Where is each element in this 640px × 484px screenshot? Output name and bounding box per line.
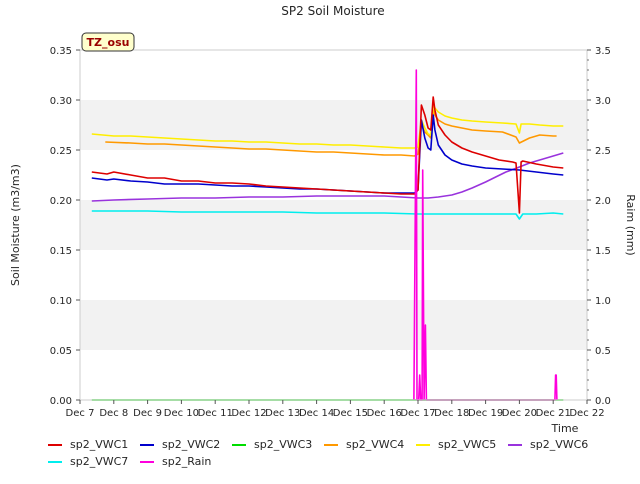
- grid-band: [80, 300, 587, 350]
- legend-row: sp2_VWC1 sp2_VWC2 sp2_VWC3 sp2_VWC4 sp2_VWC5…: [48, 436, 628, 453]
- legend-label: sp2_VWC2: [162, 438, 221, 451]
- legend-label: sp2_Rain: [162, 455, 212, 468]
- x-tick-label: Dec 13: [265, 408, 300, 419]
- series-line-sp2-vwc2: [91, 114, 564, 194]
- series-line-sp2-vwc7: [91, 210, 564, 220]
- y-tick-label: 0.20: [50, 196, 72, 207]
- y-tick-label: 0.30: [50, 96, 72, 107]
- grid-band: [80, 100, 587, 150]
- series-line-sp2-vwc1: [91, 96, 564, 214]
- x-tick-label: Dec 15: [333, 408, 368, 419]
- legend-label: sp2_VWC5: [438, 438, 497, 451]
- series-line-sp2-vwc6: [91, 152, 564, 202]
- x-tick-label: Dec 16: [367, 408, 402, 419]
- legend-swatch: [48, 460, 62, 463]
- y2-tick-label: 1.0: [595, 296, 611, 307]
- x-tick-label: Dec 14: [299, 408, 334, 419]
- y-tick-label: 0.00: [50, 396, 72, 407]
- y2-axis-label: Raim (mm): [624, 194, 637, 255]
- series-line-sp2-vwc5: [91, 104, 564, 149]
- legend-swatch: [140, 443, 154, 446]
- legend-row: sp2_VWC7 sp2_Rain: [48, 453, 628, 470]
- site-badge-label: TZ_osu: [87, 36, 130, 49]
- legend-swatch: [324, 443, 338, 446]
- x-tick-label: Dec 9: [133, 408, 162, 419]
- x-tick-label: Dec 22: [569, 408, 604, 419]
- legend: sp2_VWC1 sp2_VWC2 sp2_VWC3 sp2_VWC4 sp2_VWC5…: [48, 436, 628, 470]
- legend-item: sp2_VWC5: [416, 438, 508, 451]
- y2-axis-ticks: 0.0 0.5 1.0 1.5 2.0 2.5 3.0 3.5: [587, 46, 611, 407]
- y2-tick-label: 3.0: [595, 96, 611, 107]
- x-tick-label: Dec 19: [468, 408, 503, 419]
- chart-title: SP2 Soil Moisture: [281, 4, 384, 18]
- legend-item: sp2_VWC7: [48, 455, 140, 468]
- y2-tick-label: 2.5: [595, 146, 611, 157]
- y2-tick-label: 0.5: [595, 346, 611, 357]
- y-axis-label: Soil Moisture (m3/m3): [9, 164, 22, 286]
- grid-band: [80, 200, 587, 250]
- x-tick-label: Dec 7: [66, 408, 95, 419]
- legend-label: sp2_VWC3: [254, 438, 313, 451]
- y-tick-label: 0.35: [50, 46, 72, 57]
- series-line-sp2-vwc4: [105, 109, 557, 157]
- plot-frame: [79, 49, 588, 401]
- y2-tick-label: 1.5: [595, 246, 611, 257]
- x-tick-label: Dec 17: [400, 408, 435, 419]
- x-tick-label: Dec 12: [231, 408, 266, 419]
- y-tick-label: 0.10: [50, 296, 72, 307]
- legend-swatch: [140, 460, 154, 463]
- site-badge: TZ_osu: [81, 32, 135, 52]
- x-tick-label: Dec 10: [164, 408, 199, 419]
- legend-item: sp2_VWC2: [140, 438, 232, 451]
- legend-swatch: [232, 443, 246, 446]
- x-tick-label: Dec 11: [198, 408, 233, 419]
- legend-label: sp2_VWC7: [70, 455, 129, 468]
- x-tick-label: Dec 8: [99, 408, 128, 419]
- x-tick-label: Dec 21: [536, 408, 571, 419]
- legend-swatch: [508, 443, 522, 446]
- x-tick-label: Dec 18: [434, 408, 469, 419]
- y-tick-label: 0.15: [50, 246, 72, 257]
- y2-tick-label: 0.0: [595, 396, 611, 407]
- y2-tick-label: 2.0: [595, 196, 611, 207]
- legend-item: sp2_VWC3: [232, 438, 324, 451]
- legend-label: sp2_VWC6: [530, 438, 589, 451]
- legend-item: sp2_VWC1: [48, 438, 140, 451]
- y-tick-label: 0.25: [50, 146, 72, 157]
- legend-swatch: [416, 443, 430, 446]
- y-tick-label: 0.05: [50, 346, 72, 357]
- legend-label: sp2_VWC4: [346, 438, 405, 451]
- legend-swatch: [48, 443, 62, 446]
- x-axis-label: Time: [551, 422, 579, 435]
- legend-item: sp2_VWC4: [324, 438, 416, 451]
- legend-item: sp2_VWC6: [508, 438, 600, 451]
- x-tick-label: Dec 20: [502, 408, 537, 419]
- site-badge-box: [81, 32, 135, 52]
- y-axis-ticks: 0.00 0.05 0.10 0.15 0.20 0.25 0.30 0.35: [50, 46, 80, 407]
- y2-tick-label: 3.5: [595, 46, 611, 57]
- grid-bands: [80, 100, 587, 350]
- legend-item: sp2_Rain: [140, 455, 232, 468]
- legend-label: sp2_VWC1: [70, 438, 129, 451]
